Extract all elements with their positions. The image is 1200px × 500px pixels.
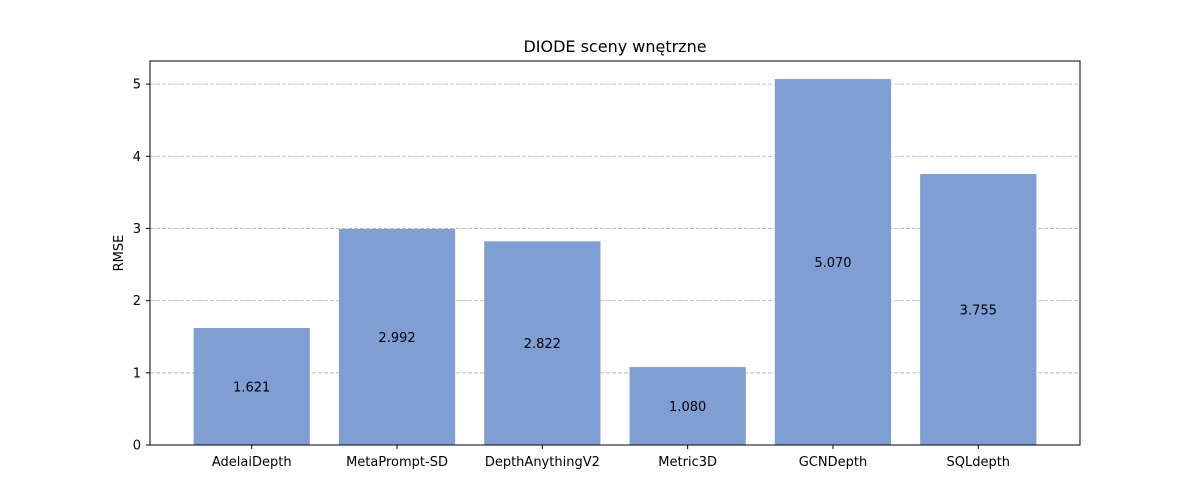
y-tick-label: 2 bbox=[133, 294, 141, 309]
y-tick-label: 4 bbox=[133, 150, 141, 165]
data-labels: 1.621 2.992 2.822 1.080 5.070 3.755 bbox=[233, 256, 997, 415]
bar-value-label: 1.621 bbox=[233, 380, 270, 395]
y-tick-label: 3 bbox=[133, 222, 141, 237]
bar-value-label: 1.080 bbox=[669, 400, 706, 415]
x-tick-label: MetaPrompt-SD bbox=[346, 455, 448, 470]
bar-value-label: 2.822 bbox=[524, 337, 561, 352]
plot-frame bbox=[149, 60, 1081, 446]
x-tick-label: GCNDepth bbox=[799, 455, 867, 470]
bar bbox=[629, 367, 746, 445]
y-tick-label: 5 bbox=[133, 78, 141, 93]
y-tick-label: 1 bbox=[133, 366, 141, 381]
x-tick-label: SQLdepth bbox=[946, 455, 1010, 470]
bar bbox=[484, 241, 601, 445]
bar-value-label: 2.992 bbox=[378, 331, 415, 346]
y-axis-label: RMSE bbox=[112, 235, 127, 272]
bar bbox=[774, 79, 892, 446]
x-tick-label: Metric3D bbox=[658, 455, 717, 470]
bar bbox=[193, 327, 310, 445]
bar bbox=[338, 229, 456, 445]
y-axis-ticks: 0 1 2 3 4 5 bbox=[133, 78, 150, 454]
x-tick-label: AdelaiDepth bbox=[212, 455, 292, 470]
y-tick-label: 0 bbox=[133, 439, 141, 454]
bar bbox=[920, 173, 1037, 445]
x-axis-ticks: AdelaiDepth MetaPrompt-SD DepthAnythingV2 M… bbox=[212, 445, 1010, 470]
chart-title: DIODE sceny wnętrzne bbox=[523, 37, 706, 56]
bars bbox=[193, 79, 1037, 446]
x-tick-label: DepthAnythingV2 bbox=[485, 455, 600, 470]
bar-value-label: 5.070 bbox=[814, 256, 851, 271]
bar-value-label: 3.755 bbox=[960, 303, 997, 318]
